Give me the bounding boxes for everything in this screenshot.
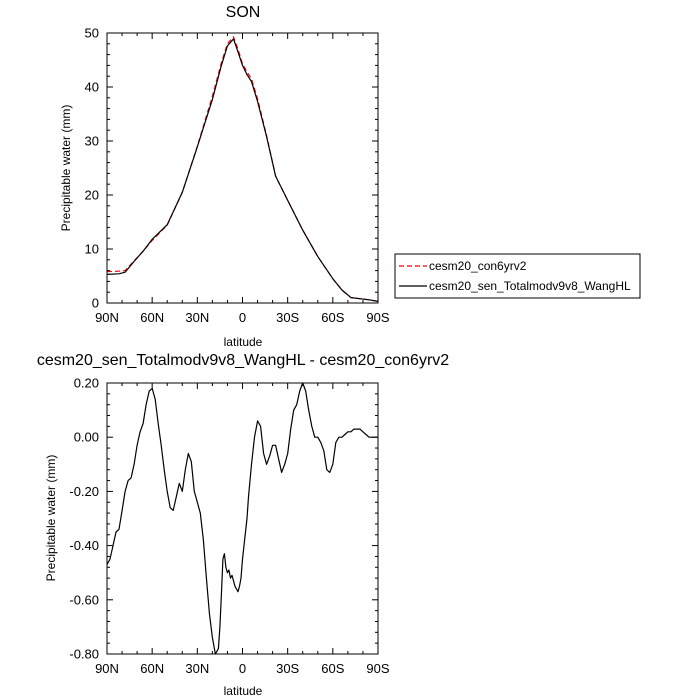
top-xtick-label: 30N <box>185 310 209 325</box>
top-ytick-label: 40 <box>85 80 99 95</box>
top-ytick-label: 10 <box>85 242 99 257</box>
top-series-line-1 <box>106 38 379 302</box>
top-xtick-label: 90N <box>95 310 119 325</box>
top-chart-title: SON <box>226 4 261 21</box>
legend-box <box>394 253 641 299</box>
bottom-chart-xlabel: latitude <box>224 684 263 698</box>
top-series-line-0 <box>106 36 379 302</box>
top-ytick-label: 20 <box>85 188 99 203</box>
bottom-series-line-0 <box>106 382 378 655</box>
bottom-ytick-label: -0.40 <box>69 538 99 553</box>
top-xtick-label: 60S <box>321 310 344 325</box>
bottom-chart-panel: cesm20_sen_Totalmodv9v8_WangHL - cesm20_… <box>37 352 449 698</box>
bottom-xtick-label: 60N <box>140 661 164 676</box>
top-ytick-label: 30 <box>85 134 99 149</box>
bottom-xtick-label: 90S <box>366 661 389 676</box>
top-xtick-label: 30S <box>276 310 299 325</box>
bottom-xtick-label: 0 <box>239 661 246 676</box>
bottom-ytick-label: -0.80 <box>69 647 99 662</box>
bottom-xtick-label: 60S <box>321 661 344 676</box>
top-xtick-label: 90S <box>366 310 389 325</box>
top-chart-xlabel: latitude <box>224 335 263 349</box>
bottom-chart-ylabel: Precipitable water (mm) <box>44 455 58 582</box>
top-chart-ylabel: Precipitable water (mm) <box>59 105 73 232</box>
top-xtick-label: 60N <box>140 310 164 325</box>
top-xtick-label: 0 <box>239 310 246 325</box>
bottom-ytick-label: 0.20 <box>74 376 99 391</box>
top-chart-panel: SON Precipitable water (mm) latitude 90N… <box>59 4 390 349</box>
top-chart-frame <box>106 32 379 304</box>
bottom-ytick-label: -0.60 <box>69 592 99 607</box>
legend-label-control: cesm20_con6yrv2 <box>429 259 527 273</box>
bottom-xtick-label: 90N <box>95 661 119 676</box>
top-ytick-label: 0 <box>92 296 99 311</box>
bottom-chart-title: cesm20_sen_Totalmodv9v8_WangHL - cesm20_… <box>37 352 449 369</box>
bottom-ytick-label: -0.20 <box>69 484 99 499</box>
legend-label-sensitivity: cesm20_sen_Totalmodv9v8_WangHL <box>429 279 631 293</box>
bottom-chart-frame <box>106 382 379 655</box>
bottom-xtick-label: 30N <box>185 661 209 676</box>
top-ytick-label: 50 <box>85 26 99 41</box>
bottom-xtick-label: 30S <box>276 661 299 676</box>
bottom-ytick-label: 0.00 <box>74 430 99 445</box>
legend: cesm20_con6yrv2 cesm20_sen_Totalmodv9v8_… <box>394 253 641 299</box>
